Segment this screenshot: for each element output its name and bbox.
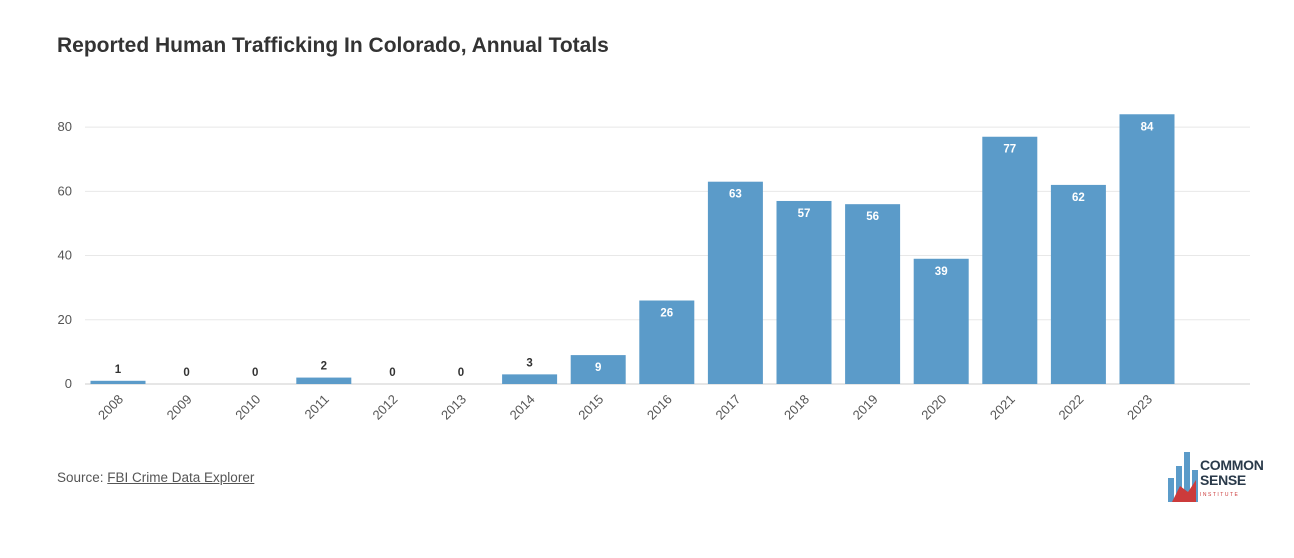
- bar: [707, 181, 763, 384]
- x-tick-label: 2022: [1055, 392, 1086, 423]
- bar: [845, 204, 901, 384]
- x-tick-label: 2010: [232, 392, 263, 423]
- source-link[interactable]: FBI Crime Data Explorer: [107, 470, 255, 485]
- x-tick-label: 2018: [781, 392, 812, 423]
- source-note: Source: FBI Crime Data Explorer: [57, 470, 254, 485]
- bar: [570, 355, 626, 384]
- data-label: 62: [1072, 192, 1085, 204]
- bar: [1050, 184, 1106, 384]
- y-tick-label: 60: [58, 183, 72, 198]
- bar: [1119, 114, 1175, 385]
- data-label: 1: [115, 364, 122, 376]
- common-sense-institute-logo: COMMON SENSE INSTITUTE: [1166, 446, 1276, 508]
- source-prefix: Source:: [57, 470, 108, 485]
- x-tick-label: 2013: [438, 392, 469, 423]
- data-label: 63: [729, 189, 742, 201]
- data-label: 0: [183, 367, 189, 379]
- y-tick-label: 80: [58, 119, 72, 134]
- data-label: 84: [1141, 121, 1154, 133]
- data-label: 39: [935, 266, 948, 278]
- bar: [296, 377, 352, 384]
- bar: [502, 374, 558, 384]
- x-tick-label: 2008: [95, 392, 126, 423]
- x-tick-label: 2012: [369, 392, 400, 423]
- bar: [776, 200, 832, 384]
- x-tick-label: 2016: [644, 392, 675, 423]
- x-tick-label: 2020: [918, 392, 949, 423]
- chart-title: Reported Human Trafficking In Colorado, …: [57, 34, 609, 57]
- data-label: 9: [595, 362, 601, 374]
- y-tick-label: 20: [58, 312, 72, 327]
- x-tick-label: 2014: [507, 392, 538, 423]
- bar: [982, 136, 1038, 384]
- y-tick-label: 0: [65, 376, 72, 391]
- data-label: 0: [389, 367, 395, 379]
- data-label: 0: [252, 367, 258, 379]
- bar: [913, 258, 969, 384]
- logo-line-3: INSTITUTE: [1200, 492, 1240, 498]
- x-tick-label: 2023: [1124, 392, 1155, 423]
- data-label: 77: [1003, 144, 1016, 156]
- data-label: 57: [798, 208, 811, 220]
- x-tick-label: 2021: [987, 392, 1018, 423]
- data-label: 56: [866, 211, 879, 223]
- x-tick-label: 2015: [575, 392, 606, 423]
- bar: [639, 300, 695, 384]
- logo-line-2: SENSE: [1200, 472, 1246, 488]
- x-tick-label: 2017: [712, 392, 743, 423]
- data-label: 2: [321, 361, 327, 373]
- x-tick-label: 2019: [850, 392, 881, 423]
- logo-line-1: COMMON: [1200, 457, 1264, 473]
- data-label: 26: [660, 308, 673, 320]
- x-tick-label: 2009: [164, 392, 195, 423]
- x-tick-label: 2011: [302, 392, 332, 422]
- bar: [90, 380, 146, 384]
- logo-bars-icon: [1168, 452, 1198, 502]
- data-label: 3: [526, 357, 532, 369]
- y-tick-label: 40: [58, 248, 72, 263]
- data-label: 0: [458, 367, 464, 379]
